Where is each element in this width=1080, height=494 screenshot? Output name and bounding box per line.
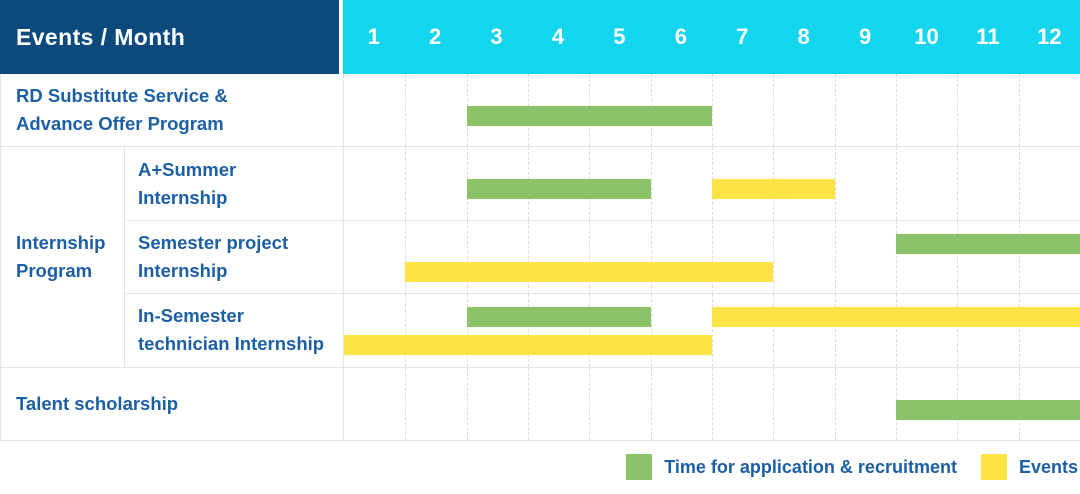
month-gridline [773,74,775,147]
month-gridline [405,147,407,220]
month-gridline [589,367,591,440]
month-label: 8 [797,24,810,49]
month-gridline [589,294,591,367]
month-gridline [957,147,959,220]
month-gridline [834,220,836,294]
month-gridline [896,74,897,147]
month-header: 1 2 3 4 5 6 7 8 9 10 11 12 [343,0,1080,74]
month-gridline [834,147,836,220]
month-gridline [957,220,959,294]
month-label: 1 [367,24,380,49]
month-label: 11 [976,24,1000,49]
month-gridline [773,294,775,367]
month-gridline [528,294,529,367]
row-label: In-Semester technician Internship [125,294,344,368]
chart-cell [344,147,1080,221]
month-label: 3 [490,24,503,49]
gantt-bar-green [896,233,1080,254]
month-gridline [466,294,468,367]
header-divider [339,0,343,74]
month-gridline [712,74,713,147]
chart-cell [344,220,1080,295]
month-gridline [650,367,652,440]
month-gridline [896,294,897,367]
gantt-bar-green [466,179,651,200]
month-gridline [834,294,836,367]
chart-cell [344,74,1080,148]
month-label: 10 [914,24,939,49]
month-label: 6 [674,24,687,49]
month-gridline [773,367,775,440]
month-gridline [650,220,652,294]
gantt-bar-green [466,307,651,328]
gantt-bar-yellow [344,335,712,356]
month-gridline [589,220,591,294]
gantt-bar-yellow [712,179,835,200]
month-gridline [466,220,468,294]
page-title: Events / Month [16,23,186,50]
month-gridline [957,294,959,367]
month-gridline [1018,74,1020,147]
month-gridline [405,220,407,294]
month-label: 4 [551,24,565,49]
month-gridline [650,147,652,220]
row-label: A+Summer Internship [125,147,344,221]
month-gridline [405,367,407,440]
month-gridline [773,220,775,294]
legend-swatch-green [626,454,653,481]
row-label: Talent scholarship [1,367,344,441]
chart-cell [344,367,1080,441]
month-gridline [405,294,407,367]
month-gridline [528,220,529,294]
gantt-body: RD Substitute Service & Advance Offer Pr… [0,74,1080,441]
legend-swatch-yellow [980,454,1007,481]
row-label: Semester project Internship [125,220,344,295]
legend-label: Time for application & recruitment [664,456,957,477]
month-gridline [712,294,713,367]
table-header-row: Events / Month 1 2 3 4 5 6 7 8 9 10 11 12 [0,0,1080,74]
month-label: 7 [736,24,749,49]
month-gridline [1018,147,1020,220]
month-gridline [1018,220,1020,294]
month-gridline [466,367,468,440]
month-gridline [834,367,836,440]
gantt-bar-green [896,399,1080,420]
month-gridline [405,74,407,147]
row-label: RD Substitute Service & Advance Offer Pr… [1,74,344,148]
month-label: 5 [613,24,626,49]
group-label: Internship Program [1,147,125,368]
legend-item: Events [980,454,1078,481]
month-gridline [1018,294,1020,367]
gantt-bar-yellow [712,307,1080,328]
month-gridline [528,367,529,440]
legend-item: Time for application & recruitment [626,454,957,481]
gantt-bar-green [466,106,712,126]
month-gridline [957,74,959,147]
header-title-cell: Events / Month [0,0,339,74]
legend: Time for application & recruitment Events [0,441,1080,494]
month-label: 9 [858,24,872,49]
month-gridline [834,74,836,147]
legend-label: Events [1018,456,1078,477]
month-gridline [896,147,897,220]
month-gridline [896,220,897,294]
month-gridline [712,220,713,294]
month-gridline [650,294,652,367]
month-label: 2 [429,24,442,49]
month-gridline [712,367,713,440]
chart-cell [344,294,1080,368]
gantt-bar-yellow [405,261,774,282]
month-label: 12 [1037,24,1062,49]
